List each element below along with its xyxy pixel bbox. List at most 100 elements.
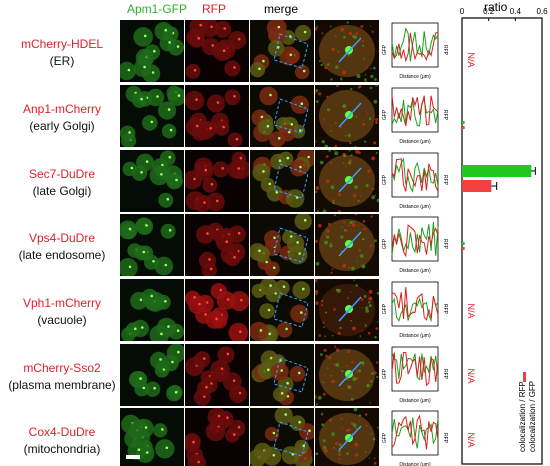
gfp-axis-label: GFP <box>382 303 388 314</box>
marker-name: Sec7-DuDre <box>28 167 96 181</box>
line-profile-plot: GFP RFP Distance (μm) <box>380 85 452 147</box>
zoom-panel <box>315 408 379 466</box>
legend-swatch-rfp <box>523 372 526 382</box>
line-profile-plot: GFP RFP Distance (μm) <box>380 344 452 406</box>
zoom-panel <box>315 214 379 276</box>
plot-frame <box>391 346 439 392</box>
ratio-chart-title: ratio <box>484 0 508 14</box>
localization-name: (early Golgi) <box>29 119 95 133</box>
rfp-profile-line <box>391 32 439 63</box>
rfp-axis-label: RFP <box>442 45 448 56</box>
rfp-panel <box>185 214 249 276</box>
line-profile-plot: GFP RFP Distance (μm) <box>380 150 452 212</box>
merge-panel <box>250 20 314 82</box>
row-label-mitochondria: Cox4-DuDre (mitochondria) <box>6 424 118 458</box>
marker-name: Cox4-DuDre <box>28 425 96 439</box>
gfp-panel <box>120 344 184 406</box>
marker-name: mCherry-Sso2 <box>23 361 101 375</box>
bar-gfp <box>462 121 465 124</box>
legend-label-gfp: colocalization / GFP <box>528 381 537 452</box>
gfp-axis-label: GFP <box>382 109 388 120</box>
rfp-profile-line <box>391 287 439 322</box>
marker-name: mCherry-HDEL <box>20 37 103 51</box>
rfp-panel <box>185 279 249 341</box>
rfp-axis-label: RFP <box>442 304 448 315</box>
bar-gfp <box>462 165 532 177</box>
x-tick-label: 0 <box>460 7 465 16</box>
merge-panel <box>250 344 314 406</box>
row-label-plasma-membrane: mCherry-Sso2 (plasma membrane) <box>6 360 118 394</box>
rfp-panel <box>185 20 249 82</box>
rfp-column-header: RFP <box>202 2 226 16</box>
bar-rfp <box>462 180 492 192</box>
gfp-panel <box>120 85 184 147</box>
marker-name: Anp1-mCherry <box>22 102 102 116</box>
gfp-panel <box>120 408 184 466</box>
gfp-profile-line <box>391 222 439 256</box>
distance-axis-label: Distance (μm) <box>399 74 431 80</box>
localization-name: (late endosome) <box>18 248 106 262</box>
zoom-panel <box>315 344 379 406</box>
line-profile-plot: GFP RFP Distance (μm) <box>380 279 452 341</box>
row-label-vacuole: Vph1-mCherry (vacuole) <box>6 295 118 329</box>
na-label: N/A <box>466 368 476 383</box>
gfp-panel <box>120 20 184 82</box>
marker-name: Vph1-mCherry <box>22 296 102 310</box>
rfp-axis-label: RFP <box>442 433 448 444</box>
gfp-panel <box>120 150 184 212</box>
rfp-panel <box>185 344 249 406</box>
marker-name: Vps4-DuDre <box>28 231 96 245</box>
rfp-profile-line <box>391 351 439 387</box>
zoom-panel <box>315 279 379 341</box>
plot-frame <box>391 281 439 327</box>
rfp-profile-line <box>391 224 439 258</box>
x-tick-label: 0.4 <box>510 7 522 16</box>
merge-column-header: merge <box>264 2 299 16</box>
gfp-profile-line <box>391 295 439 323</box>
distance-axis-label: Distance (μm) <box>399 333 431 339</box>
row-label-er: mCherry-HDEL (ER) <box>6 36 118 70</box>
plot-frame <box>391 216 439 262</box>
zoom-panel <box>315 85 379 147</box>
row-label-late-golgi: Sec7-DuDre (late Golgi) <box>6 166 118 200</box>
na-label: N/A <box>466 303 476 318</box>
line-profile-plot: GFP RFP Distance (μm) <box>380 20 452 82</box>
rfp-panel <box>185 85 249 147</box>
gfp-axis-label: GFP <box>382 238 388 249</box>
gfp-profile-line <box>391 157 439 193</box>
row-label-early-golgi: Anp1-mCherry (early Golgi) <box>6 101 118 135</box>
gfp-column-header: Apm1-GFP <box>127 2 188 16</box>
gfp-axis-label: GFP <box>382 174 388 185</box>
na-label: N/A <box>466 432 476 447</box>
line-profile-plot: GFP RFP Distance (μm) <box>380 214 452 276</box>
chart-frame <box>461 17 543 465</box>
merge-panel <box>250 150 314 212</box>
x-tick-label: 0.6 <box>536 7 548 16</box>
rfp-profile-line <box>391 158 439 192</box>
scale-bar <box>126 455 140 459</box>
rfp-axis-label: RFP <box>442 369 448 380</box>
gfp-axis-label: GFP <box>382 432 388 443</box>
gfp-axis-label: GFP <box>382 44 388 55</box>
localization-name: (mitochondria) <box>23 442 101 456</box>
line-profile-plot: GFP RFP Distance (μm) <box>380 408 452 466</box>
distance-axis-label: Distance (μm) <box>399 139 431 145</box>
na-label: N/A <box>466 52 476 67</box>
legend-label-rfp: colocalization / RFP <box>518 381 527 452</box>
x-tick-label: 0.2 <box>483 7 495 16</box>
merge-panel <box>250 85 314 147</box>
rfp-axis-label: RFP <box>442 175 448 186</box>
rfp-panel <box>185 150 249 212</box>
rfp-profile-line <box>391 414 439 450</box>
merge-panel <box>250 408 314 466</box>
plot-frame <box>391 87 439 133</box>
row-label-late-endosome: Vps4-DuDre (late endosome) <box>6 230 118 264</box>
localization-name: (ER) <box>49 54 75 68</box>
gfp-profile-line <box>391 351 439 381</box>
localization-name: (plasma membrane) <box>8 378 116 392</box>
gfp-panel <box>120 279 184 341</box>
gfp-axis-label: GFP <box>382 368 388 379</box>
plot-frame <box>391 152 439 198</box>
plot-frame <box>391 410 439 456</box>
ratio-bar-chart: 0 0.2 0.4 0.6 N/A N/A N/A N/A colocalization / G… <box>460 7 548 465</box>
